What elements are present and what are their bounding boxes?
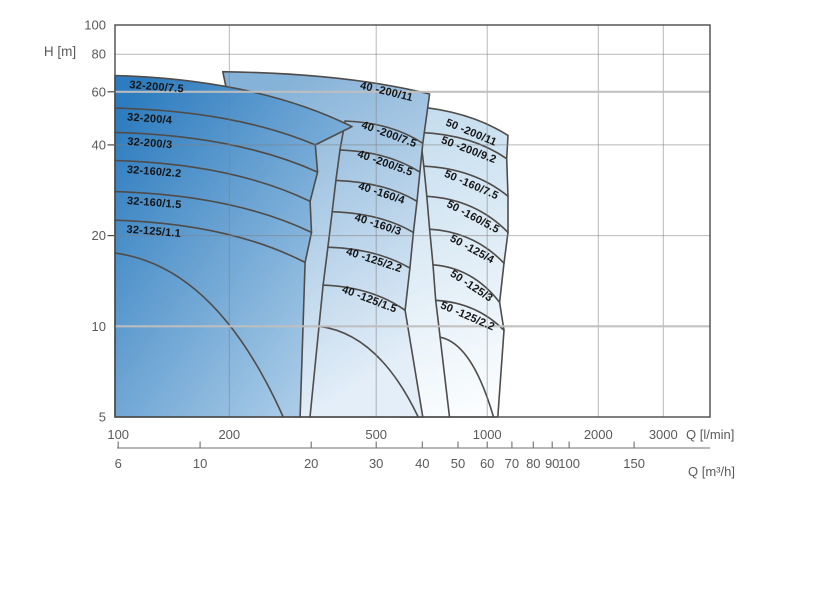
pump-curve	[423, 165, 509, 198]
pump-curve	[114, 159, 311, 203]
y-tick-label: 20	[92, 228, 106, 243]
x-axis-m3h	[117, 441, 710, 449]
pump-curve	[344, 120, 424, 145]
pump-curve	[339, 149, 421, 173]
pump-curve	[114, 107, 317, 146]
x-tick-label-lmin: 200	[218, 427, 240, 442]
bottom-curve	[439, 336, 495, 418]
y-axis-unit: H [m]	[44, 44, 76, 59]
pump-curve	[331, 210, 415, 234]
x-tick-label-m3h: 100	[558, 456, 580, 471]
family-32-region	[114, 74, 353, 418]
y-tick-label: 60	[92, 84, 106, 99]
pump-curve	[419, 131, 508, 160]
x-tick-label-m3h: 40	[415, 456, 429, 471]
x-tick-label-lmin: 2000	[584, 427, 613, 442]
y-tick-label: 5	[99, 410, 106, 425]
y-tick-label: 10	[92, 319, 106, 334]
x-axis-unit-m3h: Q [m³/h]	[688, 464, 735, 479]
x-tick-label-m3h: 50	[451, 456, 465, 471]
pump-band-label: 32-160/1.5	[126, 195, 181, 211]
pump-band-label: 32-160/2.2	[126, 164, 181, 180]
min-flow-line	[309, 120, 346, 418]
pump-curve	[428, 228, 505, 264]
x-tick-label-lmin: 500	[365, 427, 387, 442]
x-tick-label-m3h: 6	[115, 456, 122, 471]
x-tick-label-m3h: 70	[505, 456, 519, 471]
pump-band-label: 32-125/1.1	[126, 224, 181, 240]
pump-curve	[114, 131, 319, 173]
x-tick-label-m3h: 80	[526, 456, 540, 471]
y-tick-label: 40	[92, 137, 106, 152]
y-tick-label: 100	[84, 18, 106, 33]
x-tick-label-m3h: 20	[304, 456, 318, 471]
bottom-curve	[114, 252, 284, 418]
family-50-region	[399, 104, 509, 418]
family-50-area	[399, 104, 509, 418]
x-axis-unit-lmin: Q [l/min]	[686, 427, 734, 442]
x-tick-label-m3h: 30	[369, 456, 383, 471]
pump-band-label: 32-200/4	[127, 111, 173, 126]
pump-curve	[432, 264, 501, 304]
pump-curve	[426, 195, 509, 234]
pump-band-label: 32-200/7.5	[129, 79, 184, 95]
min-flow-line	[419, 131, 451, 418]
bottom-curve	[318, 325, 419, 418]
family-32-area	[114, 74, 353, 418]
pump-curve	[114, 190, 313, 234]
pump-curve	[114, 219, 306, 264]
y-tick-label: 80	[92, 47, 106, 62]
x-tick-label-lmin: 100	[107, 427, 129, 442]
x-tick-label-m3h: 60	[480, 456, 494, 471]
y-axis	[107, 91, 114, 237]
x-tick-label-m3h: 150	[623, 456, 645, 471]
x-tick-label-lmin: 1000	[473, 427, 502, 442]
pump-band-label: 32-200/3	[127, 136, 173, 151]
pump-curve	[327, 246, 411, 269]
x-tick-label-lmin: 3000	[649, 427, 678, 442]
x-tick-label-m3h: 90	[545, 456, 559, 471]
x-tick-label-m3h: 10	[193, 456, 207, 471]
pump-curve	[335, 179, 418, 203]
pump-curve	[322, 284, 406, 312]
plot-border	[114, 24, 711, 418]
grid	[115, 25, 710, 417]
